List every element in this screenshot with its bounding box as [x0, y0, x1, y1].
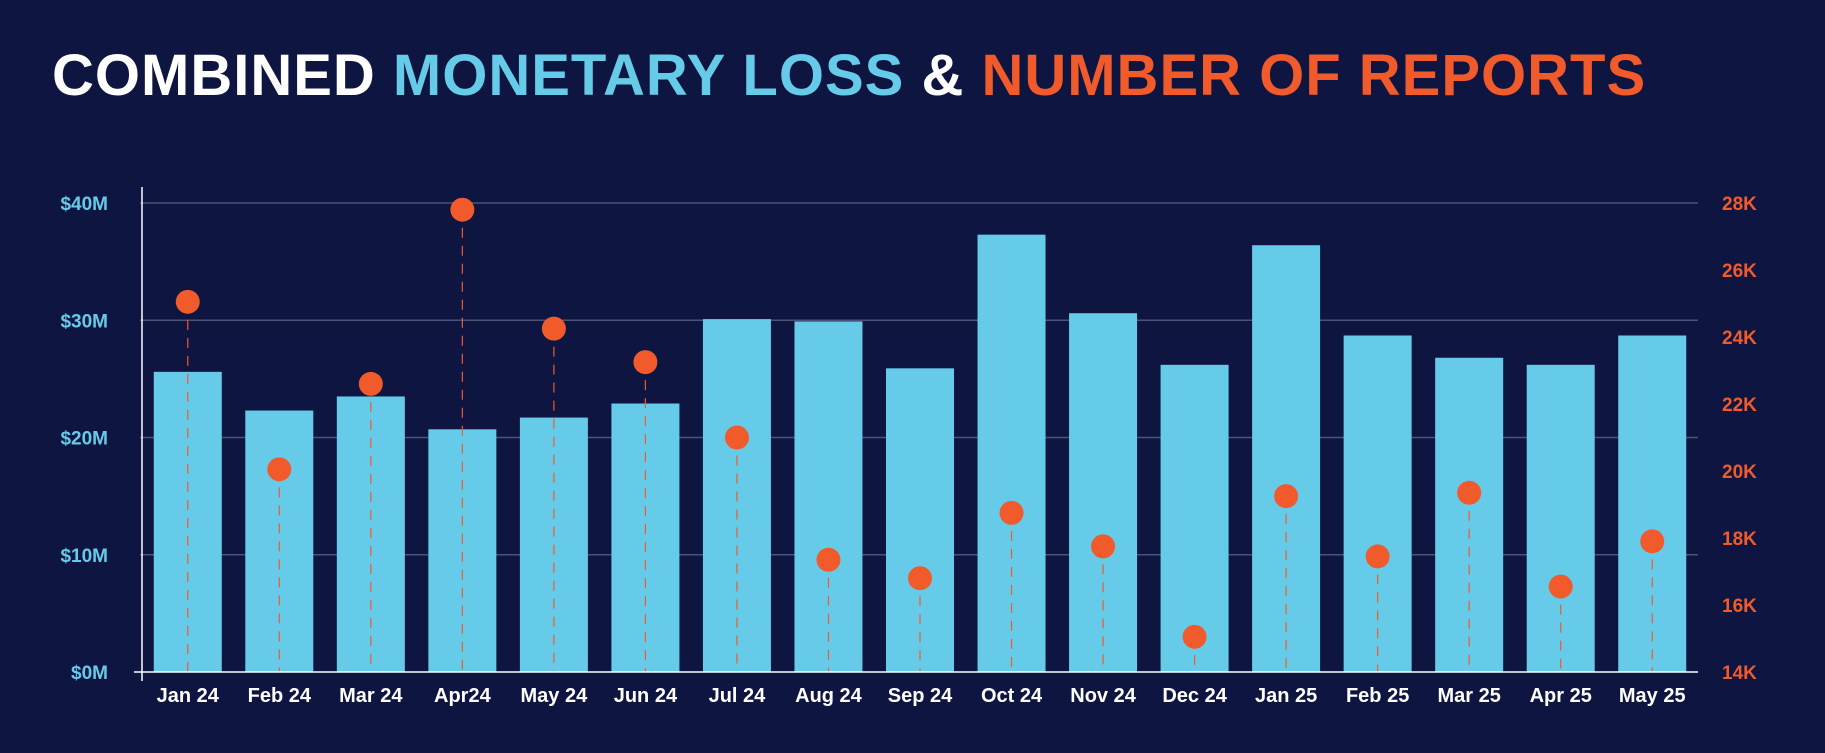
x-tick-label: Sep 24: [888, 685, 953, 707]
data-point: [358, 371, 383, 396]
x-tick-label: Nov 24: [1070, 685, 1136, 707]
bar: [794, 321, 863, 672]
data-point: [541, 316, 566, 341]
data-point: [908, 566, 932, 591]
title-part-ampersand: &: [921, 43, 965, 108]
data-point: [1640, 529, 1665, 554]
x-tick-label: Apr 25: [1530, 685, 1592, 707]
x-tick-label: Aug 24: [795, 685, 863, 707]
y-right-tick-label: 24K: [1722, 328, 1757, 349]
data-point: [1274, 484, 1299, 509]
x-tick-label: Oct 24: [981, 685, 1043, 707]
x-tick-label: Jan 25: [1255, 685, 1317, 707]
bar: [1160, 364, 1229, 672]
y-right-tick-label: 20K: [1722, 462, 1757, 483]
bar: [245, 410, 314, 672]
data-point: [1365, 544, 1390, 569]
y-left-tick-label: $30M: [60, 311, 108, 332]
data-point: [1548, 574, 1573, 599]
data-point: [999, 500, 1024, 525]
y-right-tick-label: 22K: [1722, 395, 1757, 416]
x-tick-label: Feb 25: [1346, 685, 1409, 707]
bar: [1252, 245, 1321, 672]
x-tick-label: May 25: [1619, 685, 1686, 707]
x-tick-label: Mar 25: [1437, 685, 1500, 707]
data-point: [724, 425, 749, 450]
title-part-number-of-reports: NUMBER OF REPORTS: [981, 43, 1647, 108]
chart-title: COMBINED MONETARY LOSS & NUMBER OF REPOR…: [52, 42, 1646, 109]
x-tick-label: Jul 24: [709, 685, 767, 707]
data-point: [633, 350, 658, 375]
bar: [1343, 335, 1412, 672]
data-point: [1182, 624, 1207, 649]
bar: [611, 403, 680, 672]
data-point: [450, 197, 475, 222]
bar: [1526, 364, 1595, 672]
data-point: [267, 457, 292, 482]
y-left-tick-label: $40M: [60, 194, 108, 215]
x-tick-label: Jun 24: [614, 685, 678, 707]
y-right-tick-label: 16K: [1722, 596, 1757, 617]
data-point: [816, 547, 841, 572]
y-left-tick-label: $10M: [60, 546, 108, 567]
y-right-tick-label: 14K: [1722, 663, 1757, 684]
y-left-tick-label: $0M: [71, 663, 108, 684]
y-right-tick-label: 26K: [1722, 261, 1757, 282]
x-tick-label: Jan 24: [157, 685, 220, 707]
title-part-monetary-loss: MONETARY LOSS: [392, 43, 905, 108]
y-right-tick-label: 18K: [1722, 529, 1757, 550]
y-left-tick-label: $20M: [60, 429, 108, 450]
x-tick-label: Feb 24: [248, 685, 312, 707]
data-point: [1091, 534, 1116, 559]
data-point: [175, 289, 200, 314]
x-tick-label: May 24: [521, 685, 589, 707]
bar: [977, 234, 1046, 672]
x-tick-label: Mar 24: [339, 685, 403, 707]
bar: [1069, 313, 1138, 672]
x-tick-label: Apr24: [434, 685, 492, 707]
bar: [886, 368, 954, 672]
x-tick-label: Dec 24: [1162, 685, 1227, 707]
y-right-tick-label: 28K: [1722, 194, 1757, 215]
data-point: [1457, 480, 1482, 505]
title-part-combined: COMBINED: [52, 43, 376, 108]
